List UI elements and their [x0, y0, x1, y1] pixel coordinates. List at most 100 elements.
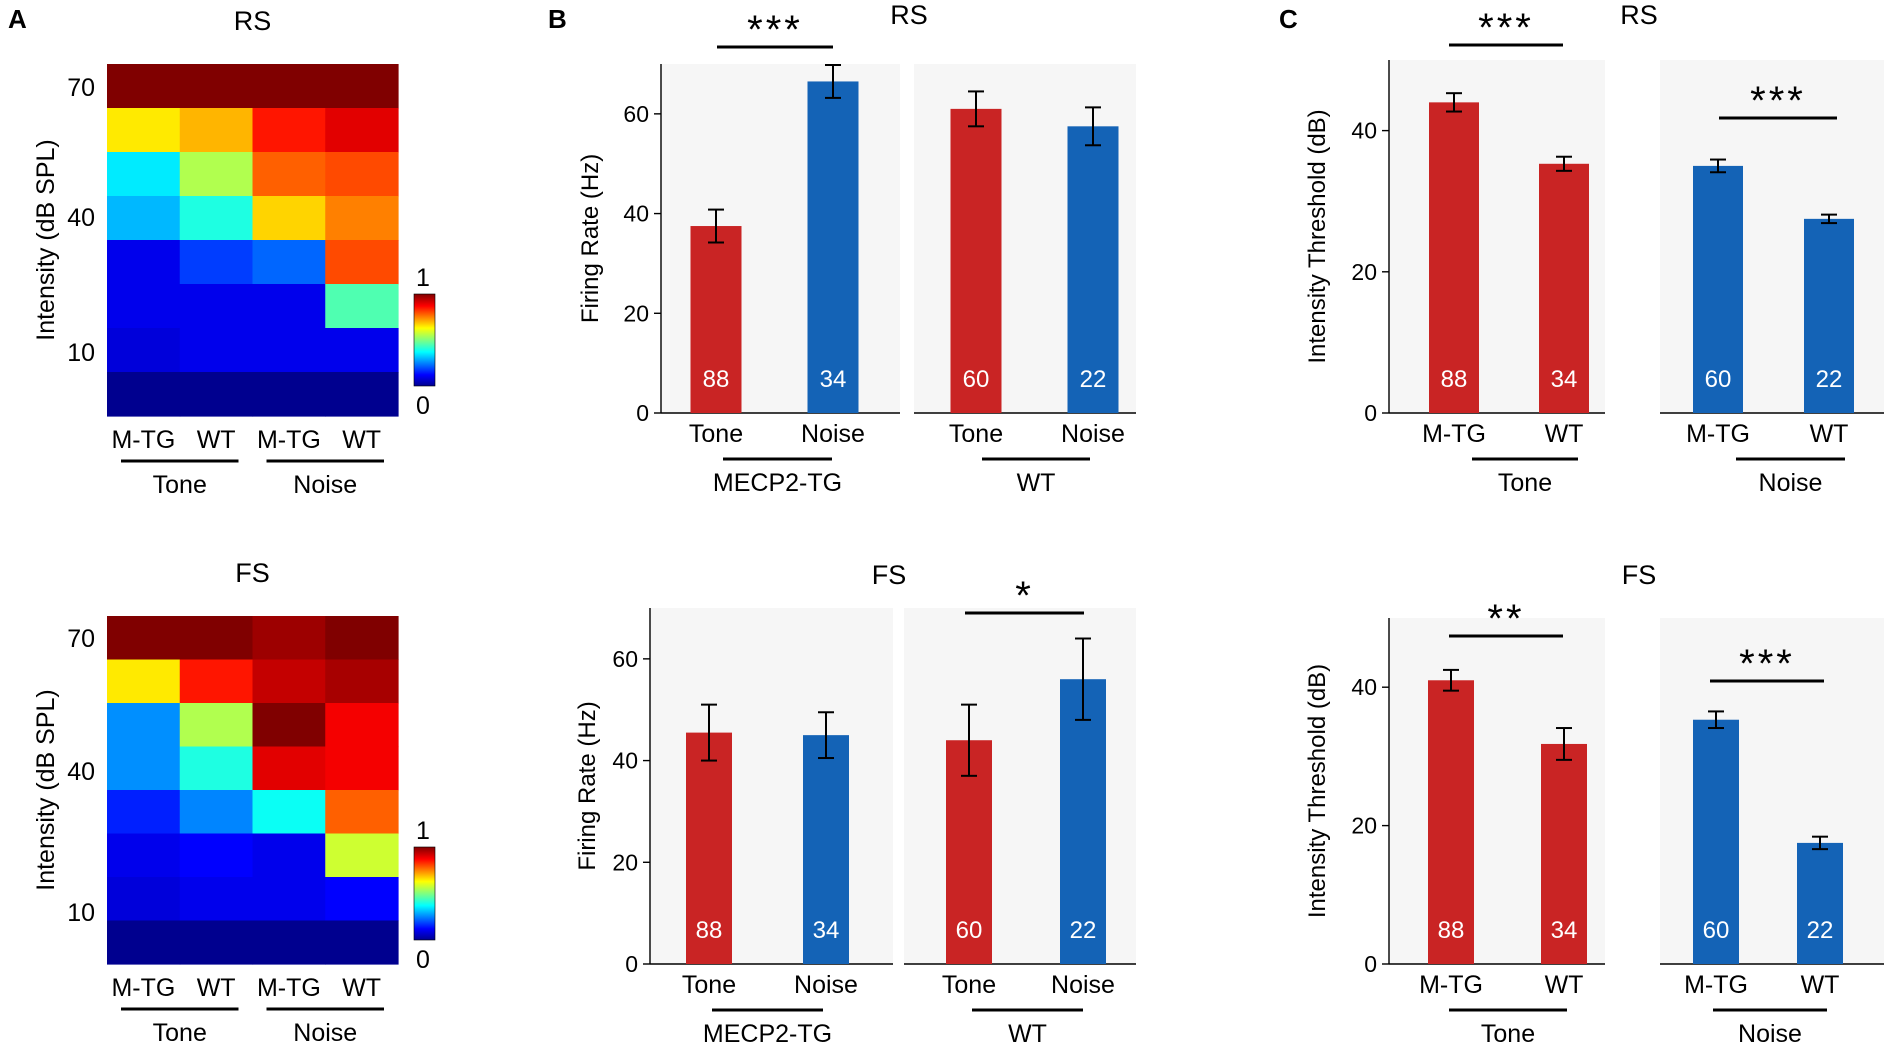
x-tick-label: WT: [1801, 971, 1840, 999]
group-label: WT: [1017, 469, 1056, 497]
x-tick-label: WT: [1545, 420, 1584, 448]
column-label: M-TG: [111, 426, 175, 454]
x-tick-label: Tone: [949, 420, 1003, 448]
heatmap-cell: [325, 240, 399, 285]
heatmap-cell: [179, 240, 254, 285]
heatmap-cell: [252, 616, 326, 661]
heatmap-cell: [325, 746, 399, 791]
panel-label-b: B: [548, 4, 567, 34]
heatmap-cell: [107, 790, 181, 835]
y-tick-label: 40: [1351, 674, 1377, 700]
bar-n-label: 22: [1807, 917, 1834, 944]
heatmap-cell: [325, 196, 399, 241]
bar-n-label: 88: [703, 366, 730, 393]
significance-stars: ***: [747, 8, 803, 52]
y-tick-label: 20: [1351, 259, 1377, 285]
heatmap-cell: [107, 877, 181, 922]
significance-stars: ***: [1750, 79, 1806, 123]
heatmap-cell: [252, 108, 326, 153]
x-tick-label: WT: [1810, 420, 1849, 448]
heatmap-cell: [252, 920, 326, 965]
bar-n-label: 88: [1441, 366, 1468, 393]
x-tick-label: Tone: [689, 420, 743, 448]
significance-stars: ***: [1739, 642, 1795, 686]
heatmap-cell: [325, 616, 399, 661]
x-tick-label: M-TG: [1684, 971, 1748, 999]
group-label: Tone: [1498, 469, 1552, 497]
y-axis-label: Firing Rate (Hz): [577, 154, 604, 323]
bar: [807, 81, 859, 413]
y-axis-label: Intensity Threshold (dB): [1304, 109, 1331, 363]
heatmap-cell: [179, 877, 254, 922]
heatmap-cell: [107, 616, 181, 661]
group-label: Noise: [1759, 469, 1823, 497]
x-tick-label: Tone: [682, 971, 736, 999]
bar-chart-c-fs: 0 20 40 Intensity Threshold (dB) FS 88 M-TG 34 W…: [1304, 560, 1884, 1045]
x-tick-label: Noise: [794, 971, 858, 999]
colorbar-max-label: 1: [416, 264, 430, 292]
heatmap-cell: [179, 790, 254, 835]
y-tick-label: 40: [67, 204, 95, 232]
group-label: Noise: [1738, 1020, 1802, 1045]
panel-label-a: A: [8, 4, 27, 34]
bar: [1693, 719, 1739, 964]
heatmap-cell: [107, 108, 181, 153]
x-tick-label: Noise: [801, 420, 865, 448]
heatmap-cell: [252, 328, 326, 373]
bar-chart-b-rs: 0 20 40 60 Firing Rate (Hz) RS 88 Tone 34 Noise ME…: [577, 0, 1136, 497]
x-tick-label: WT: [1545, 971, 1584, 999]
heatmap-cell: [179, 64, 254, 109]
heatmap-cell: [252, 877, 326, 922]
x-tick-label: M-TG: [1422, 420, 1486, 448]
heatmap-cell: [325, 790, 399, 835]
heatmap-cell: [179, 284, 254, 329]
heatmap-cell: [252, 152, 326, 197]
bar: [1429, 102, 1479, 414]
column-label: WT: [342, 974, 381, 1002]
heatmap-cell: [252, 790, 326, 835]
significance-stars: *: [1015, 574, 1034, 618]
bar-n-label: 34: [1551, 917, 1578, 944]
group-label: Tone: [153, 1019, 207, 1045]
heatmap-cell: [252, 372, 326, 417]
y-axis-label: Intensity (dB SPL): [32, 139, 60, 340]
heatmap-cell: [325, 877, 399, 922]
heatmap-cell: [179, 616, 254, 661]
column-label: WT: [342, 426, 381, 454]
y-tick-label: 60: [623, 101, 649, 127]
heatmap-cell: [252, 746, 326, 791]
bar-n-label: 88: [696, 917, 723, 944]
chart-title: FS: [872, 560, 907, 590]
group-label: Noise: [293, 1019, 357, 1045]
bar-n-label: 60: [956, 917, 983, 944]
heatmap-cell: [107, 920, 181, 965]
y-tick-label: 0: [636, 400, 649, 426]
group-label: MECP2-TG: [703, 1020, 832, 1045]
heatmap-cell: [107, 703, 181, 748]
significance-stars: **: [1487, 597, 1524, 641]
heatmap-cell: [252, 64, 326, 109]
x-tick-label: Noise: [1051, 971, 1115, 999]
heatmap-cell: [179, 746, 254, 791]
significance-stars: ***: [1478, 6, 1534, 50]
heatmap-cell: [325, 152, 399, 197]
y-tick-label: 0: [1364, 400, 1377, 426]
colorbar-min-label: 0: [416, 392, 430, 420]
chart-title: RS: [890, 0, 928, 30]
bar-n-label: 22: [1070, 917, 1097, 944]
heatmap-cell: [252, 833, 326, 878]
x-tick-label: Tone: [942, 971, 996, 999]
heatmap-cell: [179, 196, 254, 241]
y-tick-label: 20: [1351, 813, 1377, 839]
x-tick-label: Noise: [1061, 420, 1125, 448]
bar: [1804, 218, 1854, 413]
y-tick-label: 40: [612, 748, 638, 774]
colorbar: [413, 293, 436, 387]
heatmap-cell: [325, 328, 399, 373]
bar-n-label: 22: [1080, 366, 1107, 393]
bar: [1541, 743, 1587, 964]
heatmap-cell: [107, 746, 181, 791]
bar-chart-b-fs: 0 20 40 60 Firing Rate (Hz) FS 88 Tone 34 Noise ME…: [574, 560, 1136, 1045]
heatmap-cell: [179, 659, 254, 704]
